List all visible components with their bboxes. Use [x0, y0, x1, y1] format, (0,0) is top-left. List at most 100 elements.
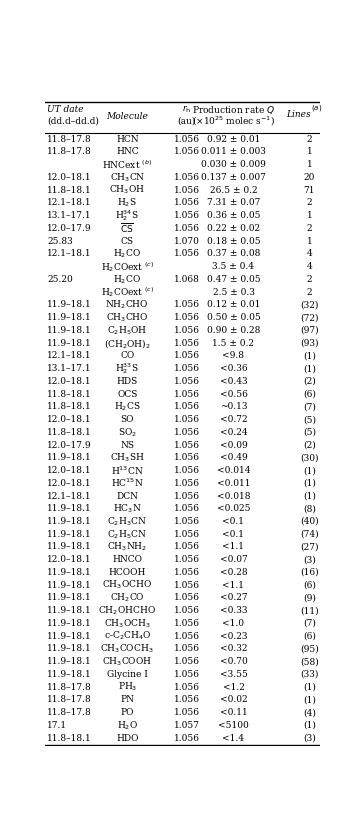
Text: 1.056: 1.056: [174, 224, 200, 233]
Text: 2.5 ± 0.3: 2.5 ± 0.3: [213, 287, 255, 297]
Text: (72): (72): [300, 313, 319, 322]
Text: 2: 2: [307, 275, 312, 284]
Text: 2: 2: [307, 199, 312, 208]
Text: (1): (1): [303, 721, 316, 730]
Text: <3.55: <3.55: [220, 670, 247, 679]
Text: 11.9–18.1: 11.9–18.1: [47, 453, 92, 463]
Text: $(a)$: $(a)$: [311, 103, 322, 112]
Text: CO: CO: [120, 351, 135, 360]
Text: SO: SO: [121, 415, 134, 424]
Text: 12.0–18.1: 12.0–18.1: [47, 556, 92, 564]
Text: <0.011: <0.011: [217, 478, 250, 488]
Text: 4: 4: [307, 262, 312, 272]
Text: 11.8–18.1: 11.8–18.1: [47, 186, 92, 194]
Text: (16): (16): [300, 568, 319, 577]
Text: NS: NS: [120, 441, 134, 449]
Text: 12.0–18.1: 12.0–18.1: [47, 377, 92, 385]
Text: (9): (9): [303, 593, 316, 603]
Text: 1.056: 1.056: [174, 402, 200, 411]
Text: <0.018: <0.018: [217, 492, 250, 500]
Text: 1: 1: [307, 147, 312, 157]
Text: HDS: HDS: [117, 377, 138, 385]
Text: H$_2^{33}$S: H$_2^{33}$S: [115, 361, 139, 376]
Text: (3): (3): [303, 556, 316, 564]
Text: (1): (1): [303, 478, 316, 488]
Text: ($\times$10$^{25}$ molec s$^{-1}$): ($\times$10$^{25}$ molec s$^{-1}$): [192, 115, 275, 128]
Text: <0.56: <0.56: [220, 390, 247, 399]
Text: 1.056: 1.056: [174, 492, 200, 500]
Text: Production rate $Q$: Production rate $Q$: [192, 104, 275, 116]
Text: 1.056: 1.056: [174, 326, 200, 335]
Text: 0.47 ± 0.05: 0.47 ± 0.05: [207, 275, 260, 284]
Text: <1.2: <1.2: [222, 683, 245, 691]
Text: 1.070: 1.070: [174, 236, 199, 246]
Text: (40): (40): [300, 517, 319, 526]
Text: (3): (3): [303, 733, 316, 742]
Text: 11.9–18.1: 11.9–18.1: [47, 644, 92, 654]
Text: (1): (1): [303, 492, 316, 500]
Text: CH$_3$OH: CH$_3$OH: [109, 184, 145, 196]
Text: (1): (1): [303, 683, 316, 691]
Text: H$_2^{34}$S: H$_2^{34}$S: [115, 208, 139, 223]
Text: CH$_3$OCHO: CH$_3$OCHO: [102, 579, 152, 592]
Text: 1.056: 1.056: [174, 542, 200, 551]
Text: 1.056: 1.056: [174, 556, 200, 564]
Text: c-C$_2$CH$_4$O: c-C$_2$CH$_4$O: [104, 630, 151, 643]
Text: 2: 2: [307, 224, 312, 233]
Text: 1.056: 1.056: [174, 441, 200, 449]
Text: 12.0–18.1: 12.0–18.1: [47, 466, 92, 475]
Text: 1.056: 1.056: [174, 173, 200, 182]
Text: 11.9–18.1: 11.9–18.1: [47, 568, 92, 577]
Text: <0.28: <0.28: [220, 568, 247, 577]
Text: 1.056: 1.056: [174, 632, 200, 641]
Text: 1.056: 1.056: [174, 390, 200, 399]
Text: CH$_3$CN: CH$_3$CN: [110, 171, 145, 184]
Text: 11.9–18.1: 11.9–18.1: [47, 632, 92, 641]
Text: 11.8–18.1: 11.8–18.1: [47, 402, 92, 411]
Text: <1.1: <1.1: [222, 542, 245, 551]
Text: 11.8–18.1: 11.8–18.1: [47, 428, 92, 437]
Text: (11): (11): [300, 606, 319, 615]
Text: ~0.13: ~0.13: [220, 402, 247, 411]
Text: 12.0–18.1: 12.0–18.1: [47, 173, 92, 182]
Text: 1: 1: [307, 236, 312, 246]
Text: C$_2$H$_3$CN: C$_2$H$_3$CN: [108, 515, 147, 528]
Text: (2): (2): [303, 441, 316, 449]
Text: 1.5 ± 0.2: 1.5 ± 0.2: [213, 339, 255, 348]
Text: Glycine I: Glycine I: [107, 670, 148, 679]
Text: (27): (27): [300, 542, 319, 551]
Text: (7): (7): [303, 402, 316, 411]
Text: H$_2$COext $^{(c)}$: H$_2$COext $^{(c)}$: [101, 285, 154, 299]
Text: 11.9–18.1: 11.9–18.1: [47, 517, 92, 526]
Text: 11.9–18.1: 11.9–18.1: [47, 504, 92, 513]
Text: 1.056: 1.056: [174, 415, 200, 424]
Text: <0.72: <0.72: [220, 415, 247, 424]
Text: (CH$_2$OH)$_2$: (CH$_2$OH)$_2$: [104, 337, 151, 349]
Text: PN: PN: [120, 696, 134, 705]
Text: (1): (1): [303, 351, 316, 360]
Text: H$_2$CS: H$_2$CS: [114, 401, 141, 413]
Text: (97): (97): [300, 326, 319, 335]
Text: CH$_3$OCH$_3$: CH$_3$OCH$_3$: [104, 618, 151, 629]
Text: HNCO: HNCO: [112, 556, 142, 564]
Text: 0.50 ± 0.05: 0.50 ± 0.05: [206, 313, 260, 322]
Text: 1.056: 1.056: [174, 351, 200, 360]
Text: <0.24: <0.24: [220, 428, 247, 437]
Text: 11.9–18.1: 11.9–18.1: [47, 581, 92, 590]
Text: CH$_3$NH$_2$: CH$_3$NH$_2$: [107, 541, 147, 553]
Text: 1: 1: [307, 160, 312, 169]
Text: 1.056: 1.056: [174, 657, 200, 666]
Text: PO: PO: [121, 708, 134, 717]
Text: DCN: DCN: [116, 492, 138, 500]
Text: <0.49: <0.49: [220, 453, 247, 463]
Text: 11.8–17.8: 11.8–17.8: [47, 696, 92, 705]
Text: (33): (33): [300, 670, 319, 679]
Text: 1.056: 1.056: [174, 530, 200, 539]
Text: (5): (5): [303, 415, 316, 424]
Text: 11.9–18.1: 11.9–18.1: [47, 619, 92, 628]
Text: 71: 71: [304, 186, 315, 194]
Text: 11.9–18.1: 11.9–18.1: [47, 300, 92, 309]
Text: 11.9–18.1: 11.9–18.1: [47, 657, 92, 666]
Text: 12.1–18.1: 12.1–18.1: [47, 199, 92, 208]
Text: 1.056: 1.056: [174, 135, 200, 143]
